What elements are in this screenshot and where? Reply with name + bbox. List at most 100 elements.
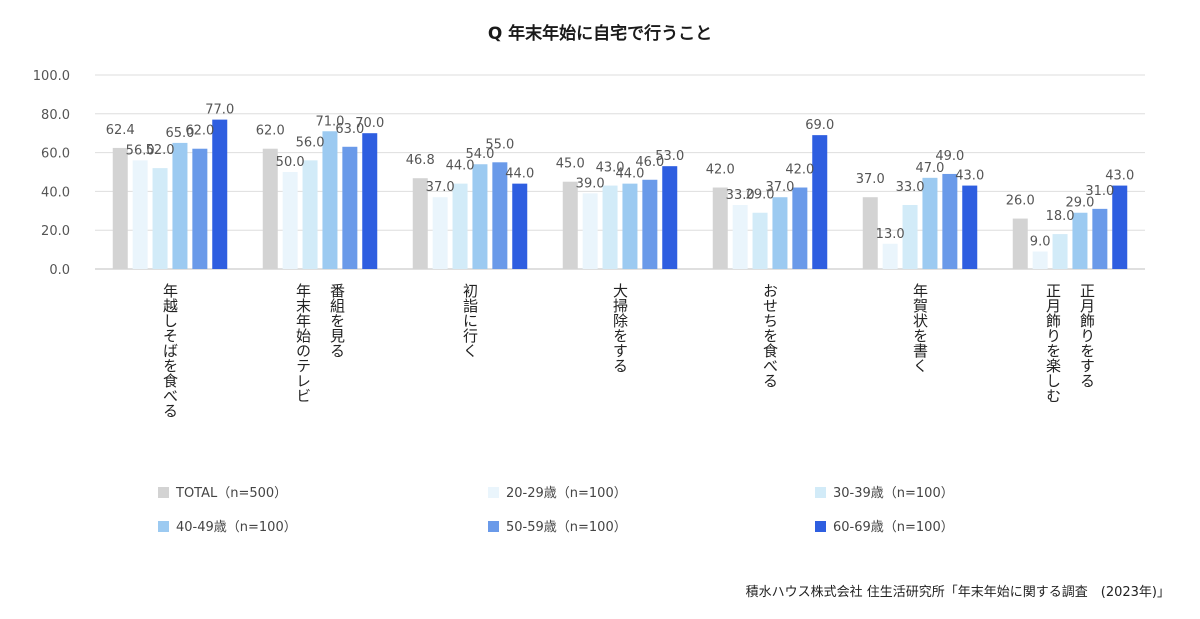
- data-label: 46.0: [635, 155, 664, 170]
- data-label: 70.0: [355, 116, 384, 131]
- bar: [282, 172, 298, 269]
- data-label: 56.0: [296, 135, 325, 150]
- bar: [512, 183, 528, 269]
- data-label: 62.0: [185, 124, 214, 139]
- category-label: 初詣に行く: [461, 283, 479, 358]
- bar: [662, 166, 678, 269]
- data-label: 44.0: [446, 159, 475, 174]
- legend-label: 30-39歳（n=100）: [833, 486, 954, 501]
- bar: [1112, 185, 1128, 269]
- bar: [152, 168, 168, 269]
- y-tick-label: 80.0: [41, 108, 70, 123]
- data-label: 56.0: [126, 143, 155, 158]
- data-label: 9.0: [1030, 235, 1051, 250]
- bar: [812, 135, 828, 269]
- legend-swatch: [815, 487, 826, 498]
- data-label: 43.0: [955, 169, 984, 184]
- bars: [112, 119, 1128, 270]
- data-label: 62.4: [106, 123, 135, 138]
- bar: [922, 177, 938, 269]
- legend-swatch: [488, 521, 499, 532]
- category-label: 年越しそばを食べる: [161, 283, 179, 418]
- legend-swatch: [815, 521, 826, 532]
- data-label: 42.0: [706, 163, 735, 178]
- bar: [622, 183, 638, 269]
- data-label: 71.0: [315, 114, 344, 129]
- bar: [212, 119, 228, 270]
- legend-label: 50-59歳（n=100）: [506, 520, 627, 535]
- data-label: 39.0: [576, 176, 605, 191]
- bar: [452, 183, 468, 269]
- bar: [1072, 212, 1088, 269]
- category-label: 大掃除をする: [611, 283, 629, 373]
- bar: [192, 148, 208, 269]
- bar: [362, 133, 378, 269]
- bar: [1012, 218, 1028, 269]
- bar: [492, 162, 508, 269]
- data-label: 37.0: [426, 180, 455, 195]
- data-label: 42.0: [785, 163, 814, 178]
- bar: [112, 147, 128, 269]
- category-label: 年末年始のテレビ: [294, 283, 312, 403]
- y-tick-label: 0.0: [49, 263, 70, 278]
- bar: [342, 146, 358, 269]
- data-label: 45.0: [556, 157, 585, 172]
- data-label: 37.0: [765, 180, 794, 195]
- y-tick-label: 40.0: [41, 185, 70, 200]
- category-labels: 年越しそばを食べる 年末年始のテレビ 番組を見る 初詣に行く 大掃除をする おせちを食べる…: [161, 283, 1096, 418]
- data-label: 31.0: [1085, 184, 1114, 199]
- bar: [862, 197, 878, 269]
- bar: [712, 187, 728, 269]
- data-label: 33.0: [896, 180, 925, 195]
- data-label: 69.0: [805, 118, 834, 133]
- data-label: 65.0: [165, 126, 194, 141]
- bar: [582, 193, 598, 269]
- data-label: 50.0: [276, 155, 305, 170]
- y-axis-ticks: 0.0 20.0 40.0 60.0 80.0 100.0: [33, 69, 70, 278]
- data-label: 77.0: [205, 103, 234, 118]
- bar: [472, 164, 488, 269]
- bar: [1052, 234, 1068, 269]
- bar: [882, 243, 898, 269]
- bar: [562, 181, 578, 269]
- legend-swatch: [158, 521, 169, 532]
- data-label: 47.0: [915, 161, 944, 176]
- data-label: 44.0: [615, 167, 644, 182]
- legend-swatch: [488, 487, 499, 498]
- data-label: 33.0: [726, 188, 755, 203]
- bar: [132, 160, 148, 269]
- data-label: 37.0: [856, 172, 885, 187]
- category-label: おせちを食べる: [761, 283, 779, 388]
- data-label: 53.0: [655, 149, 684, 164]
- bar: [322, 131, 338, 269]
- bar: [792, 187, 808, 269]
- y-tick-label: 60.0: [41, 147, 70, 162]
- data-label: 46.8: [406, 153, 435, 168]
- data-label: 26.0: [1006, 194, 1035, 209]
- bar: [642, 179, 658, 269]
- chart-title: Q 年末年始に自宅で行うこと: [488, 23, 712, 44]
- bar: [432, 197, 448, 269]
- data-label: 44.0: [505, 167, 534, 182]
- category-label: 正月飾りをする: [1078, 283, 1096, 388]
- source-note: 積水ハウス株式会社 住生活研究所「年末年始に関する調査 (2023年)」: [746, 584, 1170, 600]
- legend-label: TOTAL（n=500）: [175, 486, 287, 501]
- legend-label: 20-29歳（n=100）: [506, 486, 627, 501]
- data-label: 29.0: [746, 188, 775, 203]
- data-label: 52.0: [146, 143, 175, 158]
- legend-label: 40-49歳（n=100）: [176, 520, 297, 535]
- bar: [1032, 251, 1048, 269]
- category-label: 正月飾りを楽しむ: [1044, 283, 1062, 403]
- legend-swatch: [158, 487, 169, 498]
- data-label: 29.0: [1065, 196, 1094, 211]
- legend: TOTAL（n=500） 20-29歳（n=100） 30-39歳（n=100） 40…: [158, 486, 954, 535]
- bar: [942, 173, 958, 269]
- data-label: 55.0: [485, 137, 514, 152]
- bar: [262, 148, 278, 269]
- category-label: 年賀状を書く: [911, 283, 929, 373]
- bar: [962, 185, 978, 269]
- y-tick-label: 100.0: [33, 69, 70, 84]
- data-label: 49.0: [935, 149, 964, 164]
- bar: [752, 212, 768, 269]
